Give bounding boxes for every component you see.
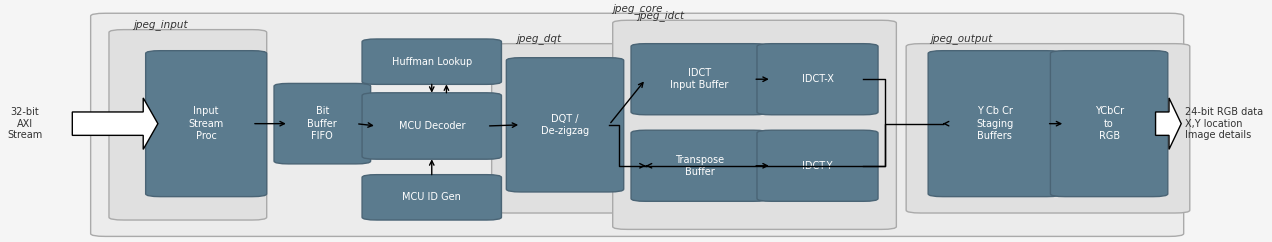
FancyBboxPatch shape [613,20,897,229]
FancyBboxPatch shape [363,175,501,220]
Text: MCU ID Gen: MCU ID Gen [402,192,462,202]
Text: MCU Decoder: MCU Decoder [398,121,466,131]
Text: jpeg_output: jpeg_output [931,33,993,44]
FancyBboxPatch shape [631,44,768,115]
Text: jpeg_core: jpeg_core [612,3,663,14]
Text: 32-bit
AXI
Stream: 32-bit AXI Stream [8,107,43,140]
Text: IDCT
Input Buffer: IDCT Input Buffer [670,68,729,91]
Text: YCbCr
to
RGB: YCbCr to RGB [1094,106,1123,141]
FancyBboxPatch shape [146,51,267,197]
FancyBboxPatch shape [506,58,623,192]
Polygon shape [1155,98,1182,149]
Text: Bit
Buffer
FIFO: Bit Buffer FIFO [308,106,337,141]
Text: jpeg_dqt: jpeg_dqt [516,33,561,44]
FancyBboxPatch shape [1051,51,1168,197]
Text: jpeg_input: jpeg_input [134,19,188,30]
FancyBboxPatch shape [929,51,1061,197]
FancyBboxPatch shape [363,39,501,84]
Text: Input
Stream
Proc: Input Stream Proc [188,106,224,141]
Text: Y Cb Cr
Staging
Buffers: Y Cb Cr Staging Buffers [976,106,1014,141]
FancyBboxPatch shape [757,44,878,115]
FancyBboxPatch shape [631,130,768,201]
Text: IDCT-Y: IDCT-Y [803,161,833,171]
FancyBboxPatch shape [363,93,501,159]
Polygon shape [73,98,158,149]
FancyBboxPatch shape [90,13,1184,236]
FancyBboxPatch shape [906,44,1189,213]
FancyBboxPatch shape [757,130,878,201]
Text: Transpose
Buffer: Transpose Buffer [675,155,724,177]
FancyBboxPatch shape [492,44,640,213]
FancyBboxPatch shape [273,83,370,164]
Text: DQT /
De-zigzag: DQT / De-zigzag [541,114,589,136]
Text: IDCT-X: IDCT-X [801,74,833,84]
Text: 24-bit RGB data
X,Y location
Image details: 24-bit RGB data X,Y location Image detai… [1186,107,1263,140]
FancyBboxPatch shape [109,30,267,220]
Text: jpeg_idct: jpeg_idct [637,10,684,21]
Text: Huffman Lookup: Huffman Lookup [392,57,472,67]
